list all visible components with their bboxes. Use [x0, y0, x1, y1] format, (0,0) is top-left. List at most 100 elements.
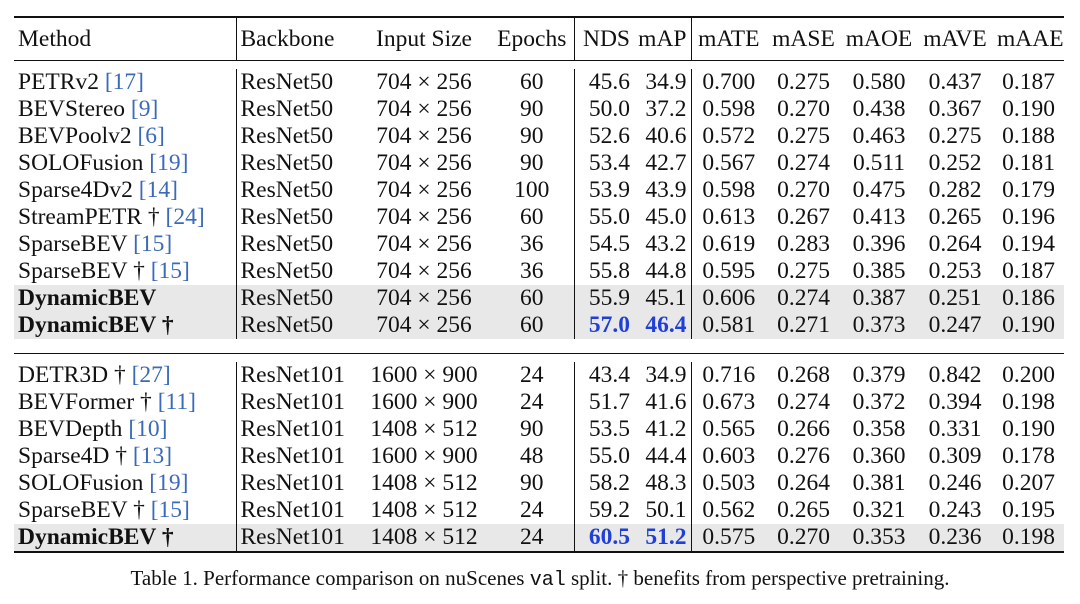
map-cell: 46.4	[634, 312, 691, 339]
nds-cell: 57.0	[573, 312, 634, 339]
nds-cell: 55.8	[573, 258, 634, 285]
maae-cell: 0.187	[1002, 69, 1055, 95]
header-backbone: Backbone	[235, 17, 358, 61]
method-name: PETRv2	[18, 69, 99, 95]
citation-ref: [27]	[131, 362, 171, 388]
epochs-cell: 90	[520, 96, 544, 122]
table-row: SparseBEV [15] ResNet50 704 × 256 36 54.5 43.…	[14, 231, 1064, 258]
method-name: StreamPETR †	[18, 204, 160, 230]
table-row: DynamicBEV † ResNet50 704 × 256 60 57.0 46.4 0…	[14, 312, 1064, 339]
method-name: BEVFormer †	[18, 389, 152, 415]
nds-cell: 43.4	[573, 362, 634, 389]
mase-cell: 0.283	[777, 231, 830, 257]
method-cell: BEVDepth [10]	[14, 416, 236, 443]
header-input-size: Input Size	[376, 26, 472, 52]
method-cell: BEVFormer † [11]	[14, 389, 236, 416]
mase-cell: 0.274	[766, 285, 841, 312]
maae-cell: 0.190	[1002, 416, 1055, 442]
method-cell: Sparse4D † [13]	[14, 443, 236, 470]
epochs-cell: 90	[520, 470, 544, 496]
mate-cell: 0.567	[690, 150, 766, 177]
results-table-wrapper: Method Backbone Input Size Epochs NDS mA…	[14, 16, 1064, 567]
mave-cell: 0.331	[928, 416, 982, 442]
table-row: SOLOFusion [19] ResNet101 1408 × 512 90 58.2…	[14, 470, 1064, 497]
header-mase: mASE	[772, 26, 835, 52]
backbone-cell: ResNet101	[235, 524, 358, 552]
maoe-cell: 0.463	[852, 123, 906, 149]
nds-cell: 52.6	[573, 123, 634, 150]
table-row: DynamicBEV † ResNet101 1408 × 512 24 60.5 51.…	[14, 524, 1064, 552]
method-cell: DynamicBEV †	[14, 524, 236, 552]
maoe-cell: 0.381	[852, 470, 906, 496]
input-size-cell: 1600 × 900	[370, 443, 478, 469]
mate-cell: 0.595	[690, 258, 766, 285]
maoe-cell: 0.372	[852, 389, 906, 415]
maoe-cell: 0.438	[852, 96, 906, 122]
epochs-cell: 36	[520, 258, 544, 284]
method-name: SOLOFusion	[18, 150, 144, 176]
header-map: mAP	[638, 26, 687, 52]
maae-cell: 0.195	[1002, 497, 1055, 523]
header-mave: mAVE	[923, 26, 987, 52]
method-name: Sparse4Dv2	[18, 177, 133, 203]
mave-cell: 0.265	[928, 204, 982, 230]
nds-cell: 55.0	[573, 443, 634, 470]
map-cell: 42.7	[645, 150, 687, 176]
mave-cell: 0.253	[928, 258, 982, 284]
table-row: Sparse4D † [13] ResNet101 1600 × 900 48 55.0…	[14, 443, 1064, 470]
maoe-cell: 0.360	[852, 443, 906, 469]
mate-cell: 0.598	[690, 96, 766, 123]
maae-cell: 0.198	[1002, 389, 1055, 415]
citation-ref: [10]	[128, 416, 168, 442]
method-cell: BEVStereo [9]	[14, 96, 236, 123]
epochs-cell: 60	[520, 204, 544, 230]
caption-code: val	[529, 569, 566, 592]
header-epochs: Epochs	[497, 26, 567, 52]
mate-cell: 0.619	[690, 231, 766, 258]
backbone-cell: ResNet50	[235, 231, 358, 258]
epochs-cell: 100	[514, 177, 550, 203]
nds-cell: 50.0	[573, 96, 634, 123]
map-cell: 43.2	[645, 231, 687, 257]
maae-cell: 0.188	[1002, 123, 1055, 149]
method-name: DynamicBEV	[18, 285, 157, 311]
method-name: BEVDepth	[18, 416, 123, 442]
mate-cell: 0.603	[690, 443, 766, 470]
caption-suffix: split. † benefits from perspective pretr…	[570, 566, 950, 590]
map-cell: 37.2	[645, 96, 687, 122]
maoe-cell: 0.373	[841, 312, 917, 339]
backbone-cell: ResNet50	[235, 258, 358, 285]
mase-cell: 0.274	[777, 150, 830, 176]
nds-cell: 55.9	[573, 285, 634, 312]
maoe-cell: 0.321	[852, 497, 906, 523]
mase-cell: 0.264	[777, 470, 830, 496]
mave-cell: 0.275	[928, 123, 982, 149]
epochs-cell: 90	[520, 150, 544, 176]
mave-cell: 0.394	[928, 389, 982, 415]
maae-cell: 0.190	[993, 312, 1064, 339]
citation-ref: [11]	[157, 389, 196, 415]
mase-cell: 0.267	[777, 204, 830, 230]
map-cell: 45.0	[645, 204, 687, 230]
mave-cell: 0.251	[917, 285, 993, 312]
input-size-cell: 1600 × 900	[370, 389, 478, 415]
input-size-cell: 704 × 256	[376, 150, 472, 176]
mave-cell: 0.252	[928, 150, 982, 176]
method-cell: SOLOFusion [19]	[14, 150, 236, 177]
map-cell: 48.3	[645, 470, 687, 496]
mase-cell: 0.268	[777, 362, 830, 388]
maoe-cell: 0.385	[852, 258, 906, 284]
table-group-resnet101: DETR3D † [27] ResNet101 1600 × 900 24 43.4 34…	[14, 354, 1064, 568]
maae-cell: 0.187	[1002, 258, 1055, 284]
mate-cell: 0.562	[690, 497, 766, 524]
mate-cell: 0.606	[690, 285, 766, 312]
maoe-cell: 0.396	[852, 231, 906, 257]
input-size-cell: 1600 × 900	[370, 362, 478, 388]
map-cell: 40.6	[645, 123, 687, 149]
mate-cell: 0.598	[690, 177, 766, 204]
mave-cell: 0.264	[928, 231, 982, 257]
table-row: StreamPETR † [24] ResNet50 704 × 256 60 55.0…	[14, 204, 1064, 231]
citation-ref: [24]	[165, 204, 205, 230]
maae-cell: 0.178	[1002, 443, 1055, 469]
backbone-cell: ResNet101	[235, 416, 358, 443]
